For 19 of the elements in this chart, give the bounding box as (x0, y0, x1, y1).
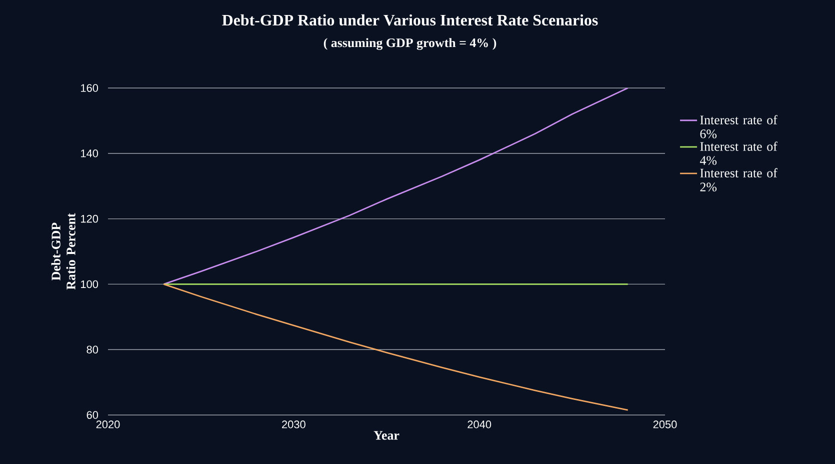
y-axis-title: Debt-GDP Ratio Percent (51, 213, 76, 290)
legend-label: Interest rate of 2% (700, 168, 778, 192)
chart-title: Debt-GDP Ratio under Various Interest Rate Scenarios (222, 14, 598, 26)
line-series (163, 284, 629, 411)
x-axis-title: Year (374, 431, 400, 440)
x-tick-label: 2040 (468, 420, 492, 428)
x-tick-label: 2050 (653, 420, 677, 428)
y-tick-label: 100 (81, 280, 98, 288)
y-tick-label: 120 (81, 214, 98, 223)
y-tick-label: 60 (86, 411, 98, 419)
line-series (163, 88, 629, 285)
chart-subtitle: ( assuming GDP growth = 4% ) (324, 38, 496, 50)
y-tick-label: 80 (86, 346, 98, 354)
y-tick-label: 140 (81, 150, 98, 158)
y-tick-label: 160 (81, 84, 98, 92)
x-tick-label: 2020 (96, 420, 120, 428)
x-tick-label: 2030 (282, 420, 306, 428)
legend-label: Interest rate of 4% (700, 142, 778, 165)
legend-label: Interest rate of 6% (700, 115, 778, 138)
